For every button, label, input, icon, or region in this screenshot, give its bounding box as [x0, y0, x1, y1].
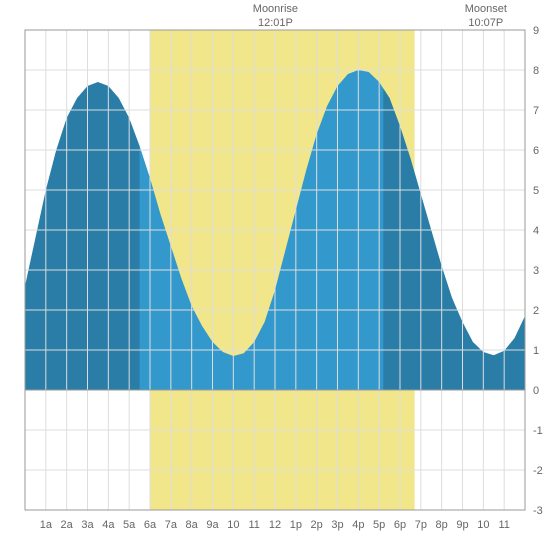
x-tick-label: 5p: [373, 519, 385, 531]
x-tick-label: 7p: [415, 519, 427, 531]
y-tick-label: -1: [533, 425, 543, 437]
x-tick-label: 8a: [186, 519, 199, 531]
y-tick-label: 6: [533, 145, 539, 157]
tide-chart: 1a2a3a4a5a6a7a8a9a1011121p2p3p4p5p6p7p8p…: [0, 0, 550, 550]
x-tick-label: 12: [269, 519, 281, 531]
x-tick-label: 4a: [102, 519, 115, 531]
y-tick-label: 1: [533, 345, 539, 357]
x-tick-label: 2a: [61, 519, 74, 531]
x-tick-label: 9p: [456, 519, 468, 531]
moonrise-time: 12:01P: [245, 16, 305, 30]
y-tick-label: 0: [533, 385, 539, 397]
y-tick-label: -2: [533, 465, 543, 477]
x-tick-label: 7a: [165, 519, 178, 531]
moonset-annotation: Moonset10:07P: [456, 2, 516, 31]
night-shade-1: [94, 82, 140, 390]
y-tick-label: 5: [533, 185, 539, 197]
y-tick-label: 8: [533, 65, 539, 77]
y-tick-label: 2: [533, 305, 539, 317]
x-tick-label: 4p: [352, 519, 364, 531]
moonset-time: 10:07P: [456, 16, 516, 30]
moonrise-annotation: Moonrise12:01P: [245, 2, 305, 31]
x-tick-label: 3p: [331, 519, 343, 531]
y-tick-label: -3: [533, 505, 543, 517]
y-tick-label: 3: [533, 265, 539, 277]
x-tick-label: 5a: [123, 519, 136, 531]
chart-svg: 1a2a3a4a5a6a7a8a9a1011121p2p3p4p5p6p7p8p…: [0, 0, 550, 550]
x-tick-label: 11: [248, 519, 259, 531]
x-tick-label: 3a: [81, 519, 94, 531]
x-tick-label: 10: [477, 519, 489, 531]
x-tick-label: 6a: [144, 519, 157, 531]
x-tick-label: 6p: [394, 519, 406, 531]
x-tick-label: 1p: [290, 519, 302, 531]
moonset-title: Moonset: [456, 2, 516, 16]
x-tick-label: 11: [498, 519, 509, 531]
y-tick-label: 7: [533, 105, 539, 117]
x-tick-label: 9a: [206, 519, 219, 531]
x-tick-label: 2p: [311, 519, 323, 531]
moonrise-title: Moonrise: [245, 2, 305, 16]
y-tick-label: 4: [533, 225, 539, 237]
x-tick-label: 10: [227, 519, 239, 531]
x-tick-label: 1a: [40, 519, 53, 531]
y-tick-label: 9: [533, 25, 539, 37]
x-tick-label: 8p: [436, 519, 448, 531]
